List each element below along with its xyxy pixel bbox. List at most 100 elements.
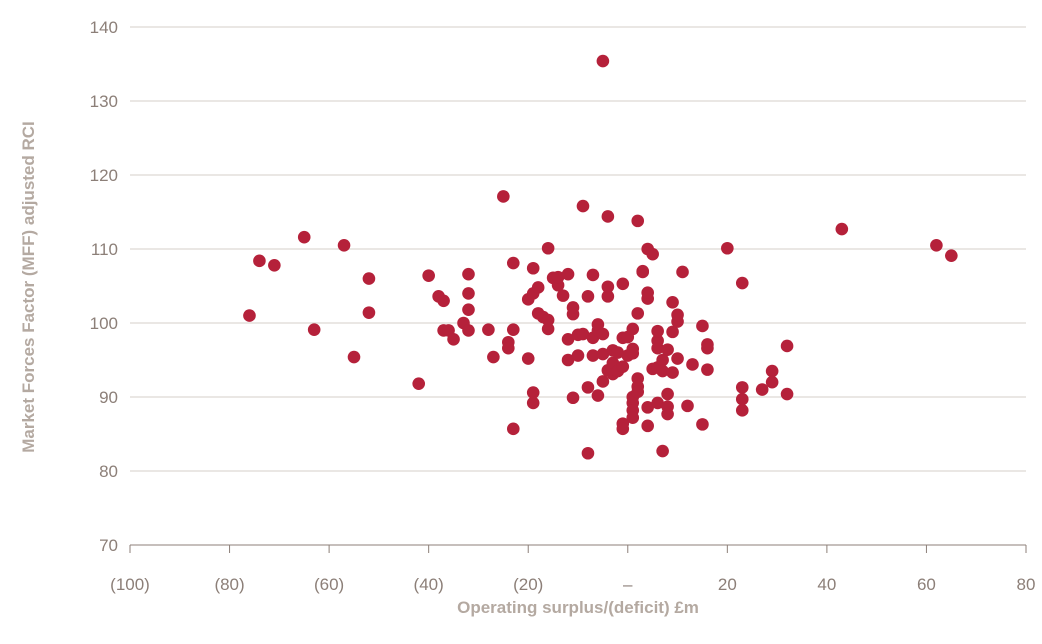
data-point <box>526 386 540 399</box>
data-point <box>253 254 266 268</box>
y-tick-label: 140 <box>90 18 118 37</box>
data-point <box>596 327 610 341</box>
x-tick-label: 20 <box>718 575 737 594</box>
data-point <box>755 383 769 396</box>
y-tick-label: 120 <box>90 166 118 185</box>
data-point <box>641 419 654 433</box>
data-point <box>462 303 475 316</box>
data-points <box>243 54 958 460</box>
data-point <box>651 324 664 338</box>
data-point <box>656 364 669 378</box>
data-point <box>626 347 640 360</box>
x-axis-ticks: (100) (80) (60) (40) (20) – 20 40 60 80 <box>110 545 1035 594</box>
data-point <box>412 377 426 390</box>
data-point <box>721 241 734 255</box>
data-point <box>671 352 684 365</box>
data-point <box>551 270 565 284</box>
data-point <box>636 264 650 278</box>
data-point <box>945 249 958 262</box>
data-point <box>571 349 585 362</box>
x-tick-label: (40) <box>414 575 444 594</box>
data-point <box>686 358 699 371</box>
data-point <box>701 363 714 376</box>
x-tick-label: 60 <box>917 575 936 594</box>
y-tick-label: 90 <box>99 388 118 407</box>
data-point <box>646 247 659 261</box>
data-point <box>780 339 794 353</box>
data-point <box>661 407 674 421</box>
data-point <box>666 295 679 309</box>
data-point <box>696 418 709 431</box>
data-point <box>616 360 630 373</box>
data-point <box>626 322 640 336</box>
data-point <box>701 341 714 355</box>
data-point <box>735 276 749 290</box>
data-point <box>581 290 595 303</box>
data-point <box>561 353 575 367</box>
data-point <box>541 241 555 255</box>
y-tick-label: 130 <box>90 92 118 111</box>
data-point <box>581 446 595 460</box>
data-point <box>696 319 709 333</box>
x-tick-label: – <box>623 575 633 594</box>
data-point <box>243 309 256 322</box>
gridlines <box>130 26 1026 472</box>
data-point <box>487 350 500 364</box>
data-point <box>526 261 540 275</box>
data-point <box>362 306 376 319</box>
data-point <box>676 265 689 279</box>
data-point <box>576 199 590 213</box>
data-point <box>502 341 515 355</box>
data-point <box>437 294 450 308</box>
data-point <box>631 214 645 228</box>
x-axis-title: Operating surplus/(deficit) £m <box>457 598 699 617</box>
data-point <box>596 54 610 68</box>
data-point <box>297 230 311 244</box>
data-point <box>661 387 674 401</box>
data-point <box>581 381 595 394</box>
data-point <box>307 323 321 336</box>
x-tick-label: (80) <box>214 575 244 594</box>
data-point <box>765 375 779 389</box>
data-point <box>596 375 610 388</box>
data-point <box>347 350 361 364</box>
data-point <box>651 396 664 410</box>
data-point <box>735 404 749 417</box>
data-point <box>641 401 654 414</box>
data-point <box>506 256 520 270</box>
data-point <box>835 222 849 236</box>
y-tick-label: 80 <box>99 462 118 481</box>
data-point <box>651 334 664 348</box>
data-point <box>362 272 376 285</box>
y-axis-ticks: 70 80 90 100 110 120 130 140 <box>90 18 118 555</box>
data-point <box>601 210 615 223</box>
data-point <box>482 323 495 336</box>
data-point <box>671 308 684 322</box>
data-point <box>656 444 669 458</box>
data-point <box>666 325 679 339</box>
data-point <box>586 349 600 362</box>
y-tick-label: 100 <box>90 314 118 333</box>
data-point <box>497 190 510 203</box>
data-point <box>735 392 749 406</box>
data-point <box>541 322 555 336</box>
data-point <box>337 239 351 252</box>
y-tick-label: 70 <box>99 536 118 555</box>
data-point <box>616 277 630 291</box>
data-point <box>521 352 535 365</box>
y-axis-title: Market Forces Factor (MFF) adjusted RCI <box>19 121 38 453</box>
data-point <box>661 343 674 356</box>
data-point <box>591 389 605 402</box>
data-point <box>631 385 645 399</box>
data-point <box>566 301 580 314</box>
data-point <box>422 269 435 282</box>
data-point <box>561 267 575 281</box>
data-point <box>601 290 615 303</box>
data-point <box>506 422 520 436</box>
data-point <box>556 289 570 302</box>
data-point <box>735 381 749 394</box>
data-point <box>561 332 575 346</box>
data-point <box>641 286 654 299</box>
data-point <box>930 239 943 252</box>
data-point <box>462 324 475 337</box>
